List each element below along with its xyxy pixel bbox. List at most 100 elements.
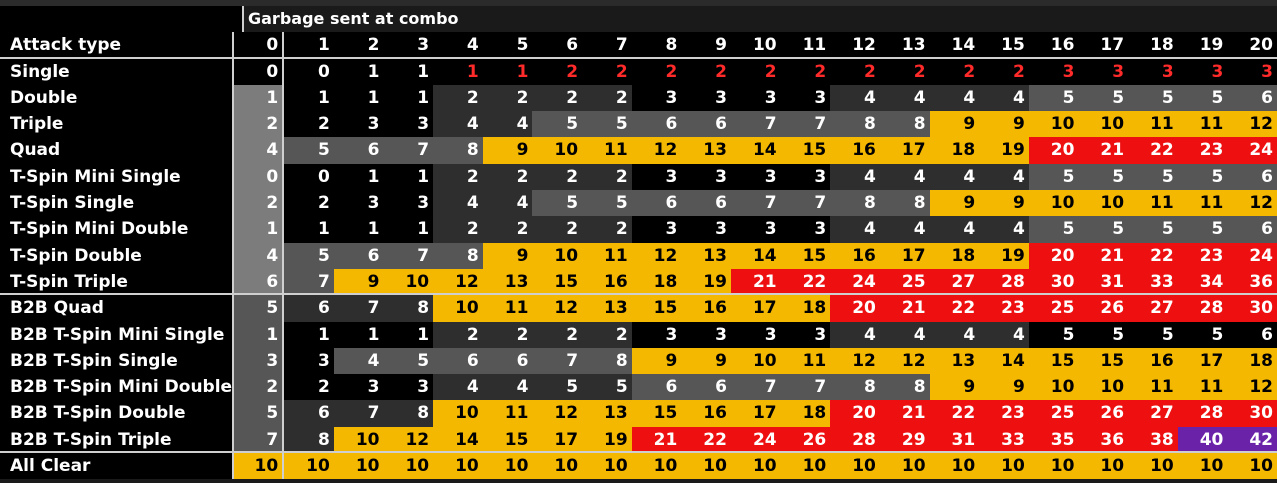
garbage-cell: 21 (730, 268, 781, 294)
garbage-cell: 3 (383, 374, 434, 401)
garbage-cell: 15 (780, 242, 831, 269)
garbage-cell: 31 (929, 426, 980, 452)
combo-header-11: 11 (780, 32, 831, 57)
garbage-cell: 8 (433, 242, 483, 269)
garbage-cell: 1 (284, 321, 334, 348)
garbage-cell: 17 (879, 242, 930, 269)
garbage-cell: 10 (730, 347, 781, 375)
garbage-cell: 4 (979, 321, 1029, 348)
table-row: Quad 4 5 6 7 8 9 10 11 12 13 14 15 16 17 18 19 20 21 22 23 24 (0, 137, 1277, 164)
combo-header-13: 13 (879, 32, 930, 57)
garbage-cell: 18 (631, 268, 682, 294)
garbage-cell: 17 (730, 295, 781, 322)
garbage-cell: 4 (830, 163, 880, 191)
garbage-cell: 19 (979, 137, 1029, 164)
table-title: Garbage sent at combo (248, 9, 459, 28)
table-row: B2B T-Spin Mini Double 2 2 3 3 4 4 5 5 6 6 7 7 8 8 9 9 10… (0, 374, 1277, 401)
garbage-cell: 6 (681, 374, 731, 401)
garbage-cell: 8 (879, 111, 930, 138)
garbage-cell: 28 (830, 426, 880, 452)
garbage-cell: 5 (284, 137, 334, 164)
garbage-cell: 6 (482, 347, 533, 375)
garbage-cell: 9 (929, 374, 980, 401)
garbage-cell: 21 (879, 400, 930, 427)
garbage-cell: 12 (830, 347, 880, 375)
garbage-cell: 6 (631, 374, 682, 401)
garbage-cell: 28 (1177, 400, 1228, 427)
garbage-cell: 6 (631, 190, 682, 217)
table-row: B2B Quad 5 6 7 8 10 11 12 13 15 16 17 18 20 21 22 23 25 26… (0, 295, 1277, 322)
garbage-cell: 4 (433, 111, 483, 138)
garbage-cell: 3 (284, 347, 334, 375)
garbage-cell: 5 (1078, 84, 1129, 112)
garbage-cell: 22 (929, 400, 980, 427)
attack-type-label: B2B T-Spin Double (0, 400, 235, 427)
garbage-cell: 5 (532, 190, 583, 217)
garbage-cell: 10 (532, 137, 583, 164)
garbage-cell: 10 (879, 453, 930, 480)
garbage-cell: 2 (582, 84, 632, 112)
table-row: B2B T-Spin Mini Single 1 1 1 1 2 2 2 2 3 3 3 3 4 4 4 4 5 5… (0, 321, 1277, 348)
garbage-cell: 22 (1128, 242, 1178, 269)
garbage-cell: 9 (333, 268, 384, 294)
garbage-cell: 5 (383, 347, 434, 375)
garbage-cell: 8 (582, 347, 632, 375)
table-body: Single 0 0 1 1 1 1 2 2 2 2 2 2 2 2 2 2 3 3 3 3 3 Double 1 1 1 1 2 2 2… (0, 58, 1277, 480)
combo-header-15: 15 (979, 32, 1029, 57)
garbage-cell: 14 (730, 137, 781, 164)
garbage-cell: 18 (780, 295, 831, 322)
garbage-cell: 1 (284, 84, 334, 112)
garbage-cell: 1 (333, 58, 384, 85)
garbage-cell: 15 (482, 426, 533, 452)
garbage-cell: 4 (333, 347, 384, 375)
garbage-cell: 30 (1227, 400, 1277, 427)
garbage-cell: 6 (1227, 163, 1277, 191)
garbage-cell: 3 (681, 84, 731, 112)
garbage-cell: 15 (1028, 347, 1079, 375)
garbage-cell: 26 (780, 426, 831, 452)
garbage-cell: 5 (1177, 216, 1228, 243)
attack-type-header: Attack type (0, 32, 235, 57)
garbage-cell: 9 (631, 347, 682, 375)
combo-header-20: 20 (1227, 32, 1277, 57)
garbage-cell: 3 (631, 321, 682, 348)
attack-type-label: B2B T-Spin Mini Single (0, 321, 235, 348)
garbage-cell: 7 (234, 426, 285, 452)
garbage-cell: 2 (482, 321, 533, 348)
garbage-cell: 5 (1028, 163, 1079, 191)
garbage-cell: 5 (1177, 163, 1228, 191)
garbage-cell: 3 (730, 84, 781, 112)
garbage-cell: 27 (929, 268, 980, 294)
garbage-cell: 18 (780, 400, 831, 427)
combo-header-3: 3 (383, 32, 434, 57)
garbage-cell: 16 (582, 268, 632, 294)
garbage-cell: 4 (979, 216, 1029, 243)
garbage-cell: 2 (730, 58, 781, 85)
garbage-cell: 21 (1078, 137, 1129, 164)
garbage-cell: 23 (979, 295, 1029, 322)
table-row: T-Spin Single 2 2 3 3 4 4 5 5 6 6 7 7 8 8 9 9 10 10 11 11 12 (0, 190, 1277, 217)
garbage-cell: 10 (1078, 374, 1129, 401)
garbage-cell: 9 (482, 137, 533, 164)
garbage-cell: 1 (333, 84, 384, 112)
garbage-cell: 3 (780, 163, 831, 191)
garbage-cell: 4 (929, 84, 980, 112)
garbage-cell: 10 (1028, 111, 1079, 138)
garbage-cell: 5 (532, 111, 583, 138)
garbage-cell: 6 (631, 111, 682, 138)
garbage-cell: 10 (1028, 453, 1079, 480)
garbage-cell: 20 (830, 295, 880, 322)
garbage-cell: 10 (1078, 111, 1129, 138)
garbage-cell: 6 (284, 400, 334, 427)
garbage-cell: 8 (879, 190, 930, 217)
garbage-cell: 3 (780, 84, 831, 112)
garbage-cell: 25 (879, 268, 930, 294)
garbage-cell: 3 (1028, 58, 1079, 85)
garbage-cell: 25 (1028, 400, 1079, 427)
garbage-cell: 22 (780, 268, 831, 294)
garbage-cell: 11 (582, 242, 632, 269)
garbage-cell: 4 (482, 374, 533, 401)
garbage-cell: 11 (1128, 374, 1178, 401)
garbage-cell: 2 (433, 321, 483, 348)
garbage-cell: 7 (383, 242, 434, 269)
